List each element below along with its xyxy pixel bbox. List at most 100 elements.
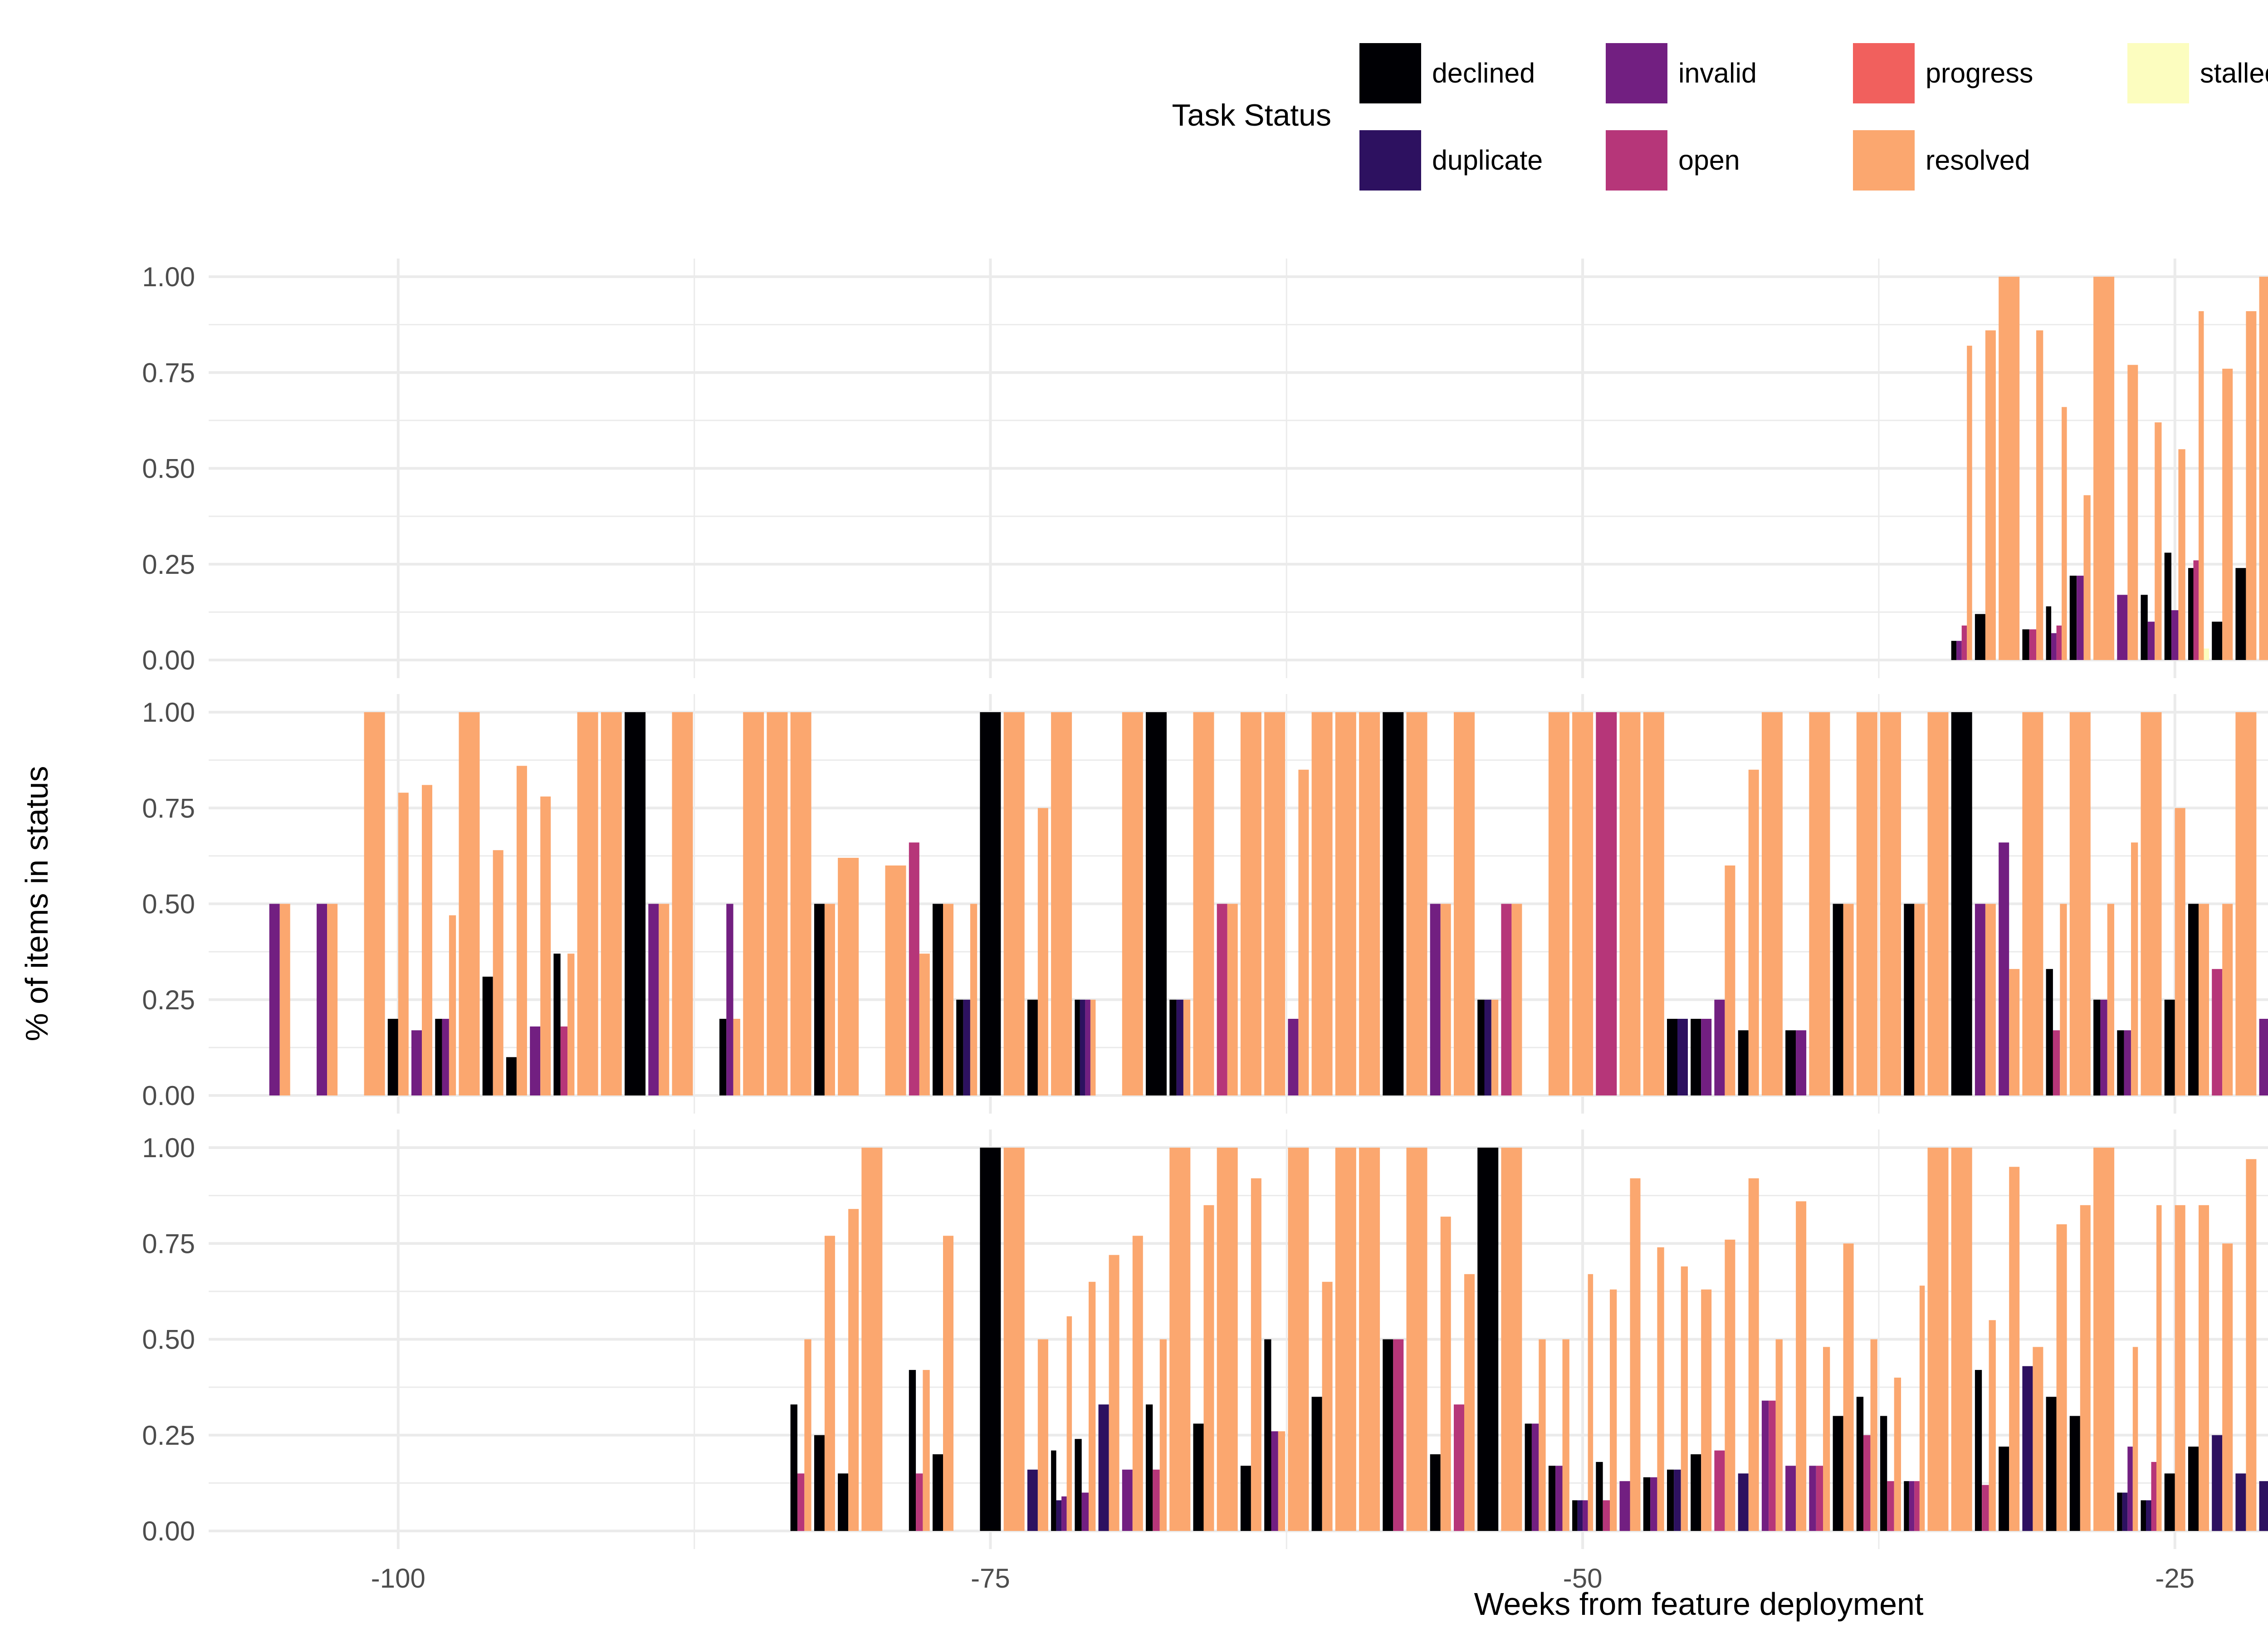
facet-panel-VisualEditor [209,259,2268,678]
bar-resolved [1122,712,1143,1095]
bar-declined [2235,568,2246,660]
bar-declined [1477,999,1485,1096]
bar-resolved [1264,712,1286,1095]
bar-declined [2069,576,2077,660]
bar-declined [1430,1454,1441,1531]
bar-resolved [659,904,670,1095]
bar-resolved [516,766,527,1095]
x-axis-title: Weeks from feature deployment [1474,1586,1924,1622]
bar-resolved [2069,712,2091,1095]
bar-invalid [1761,1400,1769,1531]
bar-open [1816,1466,1823,1531]
bar-declined [1193,1423,1204,1531]
bar-declined [1075,999,1080,1096]
x-tick-label: -25 [2155,1563,2195,1594]
bar-resolved [1681,1266,1688,1531]
bar-resolved [1985,330,1996,660]
legend-key-stalled [2127,43,2189,103]
legend-key-progress [1853,43,1915,103]
bar-invalid [1714,999,1725,1096]
bar-resolved [601,712,622,1095]
bar-invalid [317,904,327,1095]
bar-declined [1477,1148,1499,1531]
bar-resolved [1440,1217,1451,1531]
bar-resolved [1701,1289,1712,1531]
bar-resolved [1169,1148,1191,1531]
legend-label-resolved: resolved [1926,145,2030,176]
bar-declined [933,1454,943,1531]
bar-resolved [1089,1281,1096,1531]
bar-declined [1383,712,1404,1095]
y-tick-label: 1.00 [142,1133,195,1163]
bar-resolved [1572,712,1593,1095]
bar-resolved [2033,1347,2043,1531]
bar-resolved [1298,769,1309,1096]
bar-resolved [919,953,930,1095]
bar-invalid [1085,999,1090,1096]
bar-invalid [1555,1466,1563,1531]
bar-declined [2188,1447,2199,1531]
bar-resolved [2199,904,2209,1095]
bar-resolved [1823,1347,1830,1531]
bar-invalid [2051,633,2057,660]
bar-open [1596,712,1617,1095]
bar-declined [909,1370,916,1531]
bar-resolved [838,858,859,1095]
bar-declined [1951,640,1957,660]
bar-declined [1833,1416,1843,1531]
y-tick-label: 0.25 [142,1420,195,1451]
bar-resolved [2222,368,2233,660]
bar-resolved [923,1370,930,1531]
bar-declined [2022,629,2029,660]
bar-open [1501,904,1512,1095]
bar-invalid [2259,1019,2268,1095]
bar-declined [719,1019,727,1095]
bar-resolved [1870,1339,1877,1531]
y-tick-label: 0.75 [142,793,195,823]
bar-declined [1904,904,1915,1095]
bar-declined [1264,1339,1271,1531]
bar-declined [1027,999,1038,1096]
bar-resolved [804,1339,811,1531]
bar-declined [2212,621,2223,660]
bar-resolved [1927,1148,1949,1531]
bar-declined [814,1435,825,1531]
bar-declined [482,977,493,1095]
legend-key-invalid [1606,43,1667,103]
bar-resolved [1322,1281,1333,1531]
bar-declined [1738,1030,1749,1095]
bar-duplicate [1080,999,1085,1096]
legend-label-progress: progress [1926,58,2033,88]
bar-declined [1146,1404,1153,1531]
bar-declined [625,712,646,1095]
bar-resolved [943,904,953,1095]
bar-resolved [943,1236,953,1531]
bar-resolved [2235,712,2257,1095]
bar-duplicate [2212,1435,2223,1531]
bar-invalid [2117,595,2128,660]
bar-resolved [1203,1205,1214,1531]
y-tick-label: 0.75 [142,1228,195,1259]
bar-declined [2164,552,2171,660]
legend-label-open: open [1678,145,1740,176]
bar-invalid [1122,1469,1133,1531]
bar-resolved [2222,904,2233,1095]
bar-resolved [2009,969,2020,1096]
bar-resolved [1311,712,1333,1095]
bar-invalid [442,1019,449,1095]
bar-resolved [1511,904,1522,1095]
bar-resolved [1251,1178,1261,1531]
bar-declined [553,953,561,1095]
bar-resolved [1989,1320,1996,1531]
bar-declined [2188,904,2199,1095]
bar-resolved [824,904,835,1095]
bar-resolved [1003,1148,1025,1531]
bar-declined [1643,1477,1651,1531]
bar-declined [1904,1481,1909,1531]
bar-resolved [2141,712,2162,1095]
bar-resolved [2093,277,2115,660]
bar-declined [933,904,943,1095]
y-tick-label: 0.00 [142,1516,195,1546]
